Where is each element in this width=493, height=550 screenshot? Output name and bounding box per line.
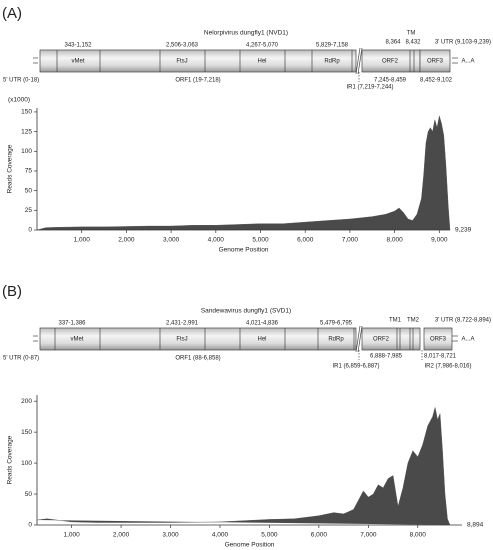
domain-name: Hel bbox=[257, 337, 266, 343]
x-tick-label: 5,000 bbox=[261, 532, 278, 539]
break-mark bbox=[357, 47, 363, 75]
x-tick-label: 8,000 bbox=[410, 532, 427, 539]
y-tick-label: 100 bbox=[21, 460, 32, 467]
panel-label: (A) bbox=[2, 5, 22, 22]
x-tick-label: 3,000 bbox=[163, 237, 180, 244]
x-tick-label: 8,000 bbox=[386, 237, 403, 244]
genome-title: Sandewavirus dungfly1 (SVD1) bbox=[201, 308, 291, 315]
x-tick-label: 9,000 bbox=[431, 237, 448, 244]
y-tick-label: 100 bbox=[21, 148, 32, 155]
utr3-label: 3' UTR (8,722-8,894) bbox=[435, 318, 491, 324]
domain-range: 337-1,386 bbox=[58, 321, 86, 327]
y-tick-label: 25 bbox=[25, 207, 33, 214]
genome-map-b: (B) Sandewavirus dungfly1 (SVD1) 337-1,3… bbox=[2, 283, 491, 370]
end-label: 8,894 bbox=[467, 522, 484, 529]
break-mark bbox=[355, 325, 361, 353]
genome-title: Nelorpivirus dungfly1 (NVD1) bbox=[204, 30, 288, 37]
tm-label: TM2 bbox=[407, 318, 420, 324]
y-tick-label: 75 bbox=[25, 168, 33, 175]
tm-range: 8,364 bbox=[385, 40, 401, 46]
orf1-box bbox=[39, 49, 357, 73]
x-tick-label: 1,000 bbox=[74, 237, 91, 244]
poly-a: A...A bbox=[461, 337, 474, 343]
x-tick-label: 7,000 bbox=[342, 237, 359, 244]
y-tick-label: 50 bbox=[25, 187, 33, 194]
domain-name: vMet bbox=[71, 59, 84, 65]
break-mark bbox=[355, 47, 361, 75]
y-tick-label: 150 bbox=[21, 109, 32, 116]
tm-label: TM bbox=[407, 31, 416, 37]
ir-label: IR1 (7,219-7,244) bbox=[346, 85, 393, 91]
coverage-area bbox=[36, 407, 451, 526]
x-tick-label: 1,000 bbox=[63, 532, 80, 539]
utr3-label: 3' UTR (9,103-9,239) bbox=[435, 40, 491, 46]
domain-range: 343-1,152 bbox=[64, 43, 92, 49]
orf3-box bbox=[423, 327, 453, 351]
y-tick-label: 0 bbox=[28, 227, 32, 234]
y-tick-label: 150 bbox=[21, 429, 32, 436]
orf-name: ORF2 bbox=[382, 59, 399, 65]
x-tick-label: 5,000 bbox=[252, 237, 269, 244]
y-tick-label: 125 bbox=[21, 128, 32, 135]
x-tick-label: 3,000 bbox=[162, 532, 179, 539]
domain-range: 4,267-5,070 bbox=[246, 43, 279, 49]
domain-name: FtsJ bbox=[176, 59, 187, 65]
domain-range: 5,479-6,795 bbox=[320, 321, 353, 327]
orf-range: 7,245-8,459 bbox=[374, 78, 407, 84]
tm-label: TM1 bbox=[389, 318, 402, 324]
orf1-label: ORF1 (88-6,858) bbox=[175, 356, 220, 362]
y-unit: (x1000) bbox=[8, 97, 30, 104]
utr5-label: 5' UTR (0-18) bbox=[3, 78, 39, 84]
domain-name: RdRp bbox=[328, 337, 344, 343]
orf3-box bbox=[419, 49, 451, 73]
coverage-area bbox=[36, 115, 451, 231]
domain-range: 5,829-7,158 bbox=[316, 43, 349, 49]
x-tick-label: 2,000 bbox=[118, 237, 135, 244]
orf-range: 8,017-8,721 bbox=[424, 354, 457, 360]
domain-name: Hel bbox=[257, 59, 266, 65]
x-axis-label: Genome Position bbox=[219, 247, 269, 254]
x-tick-label: 2,000 bbox=[113, 532, 130, 539]
orf-name: ORF2 bbox=[373, 337, 390, 343]
orf-range: 8,452-9,102 bbox=[420, 78, 453, 84]
y-tick-label: 200 bbox=[21, 398, 32, 405]
tm-range: 8,432 bbox=[405, 40, 421, 46]
y-axis-label: Reads Coverage bbox=[7, 144, 14, 193]
orf1-box bbox=[39, 327, 357, 351]
domain-name: RdRp bbox=[324, 59, 340, 65]
orf-name: ORF3 bbox=[430, 337, 447, 343]
x-tick-label: 4,000 bbox=[208, 237, 225, 244]
x-tick-label: 4,000 bbox=[212, 532, 229, 539]
orf2-box bbox=[361, 327, 421, 351]
orf-name: ORF3 bbox=[427, 59, 444, 65]
orf-range: 6,888-7,985 bbox=[370, 354, 403, 360]
ir-label: IR2 (7,986-8,016) bbox=[424, 364, 471, 370]
domain-name: FtsJ bbox=[176, 337, 187, 343]
y-tick-label: 50 bbox=[25, 491, 33, 498]
domain-range: 2,431-2,991 bbox=[166, 321, 199, 327]
utr5-label: 5' UTR (0-87) bbox=[3, 356, 39, 362]
poly-a: A...A bbox=[461, 59, 474, 65]
x-tick-label: 6,000 bbox=[311, 532, 328, 539]
domain-range: 2,506-3,063 bbox=[166, 43, 199, 49]
genome-map-a: (A) Nelorpivirus dungfly1 (NVD1) 343-1,1… bbox=[2, 5, 491, 91]
break-mark bbox=[357, 325, 363, 353]
domain-name: vMet bbox=[70, 337, 83, 343]
x-tick-label: 7,000 bbox=[360, 532, 377, 539]
end-label: 9,239 bbox=[455, 227, 472, 234]
y-axis-label: Reads Coverage bbox=[7, 435, 14, 484]
ir-label: IR1 (6,859-6,887) bbox=[332, 364, 379, 370]
domain-range: 4,021-4,836 bbox=[246, 321, 279, 327]
x-axis-label: Genome Position bbox=[225, 542, 275, 549]
x-tick-label: 6,000 bbox=[297, 237, 314, 244]
orf1-label: ORF1 (19-7,218) bbox=[175, 78, 220, 84]
panel-label: (B) bbox=[2, 283, 22, 300]
y-tick-label: 0 bbox=[28, 522, 32, 529]
